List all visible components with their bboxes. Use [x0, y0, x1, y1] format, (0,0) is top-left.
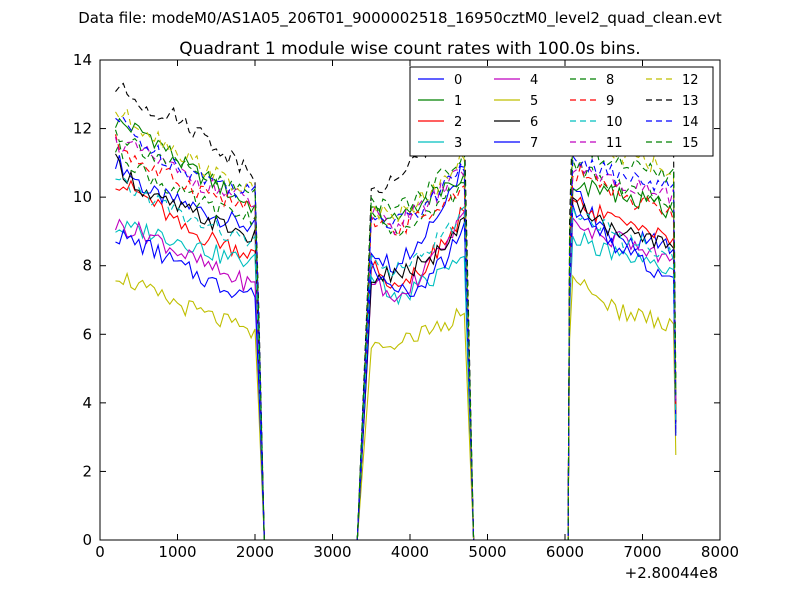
x-tick-label: 7000 — [623, 543, 661, 561]
legend-label: 1 — [454, 94, 462, 109]
legend-box — [409, 66, 714, 157]
chart-title: Quadrant 1 module wise count rates with … — [179, 39, 640, 59]
legend-label: 10 — [606, 115, 623, 130]
legend-label: 3 — [454, 136, 462, 151]
axis-ticks: 0 1000 2000 3000 4000 5000 6000 7000 80000246810… — [73, 51, 739, 561]
y-tick-label: 4 — [82, 394, 92, 412]
x-tick-label: 5000 — [468, 543, 506, 561]
y-tick-label: 8 — [82, 257, 92, 275]
legend-label: 9 — [606, 94, 614, 109]
y-tick-label: 6 — [82, 325, 92, 343]
y-tick-label: 14 — [73, 51, 92, 69]
y-tick-label: 2 — [82, 462, 92, 480]
x-offset-label: +2.80044e8 — [625, 564, 718, 582]
series-line-11 — [114, 136, 677, 541]
x-tick-label: 8000 — [701, 543, 739, 561]
x-tick-label: 4000 — [391, 543, 429, 561]
x-tick-label: 1000 — [158, 543, 196, 561]
y-tick-label: 12 — [73, 120, 92, 138]
legend-label: 7 — [530, 136, 538, 151]
legend-label: 15 — [682, 136, 699, 151]
series-line-5 — [115, 271, 677, 541]
series-layer — [114, 82, 677, 541]
series-line-3 — [115, 220, 677, 541]
series-line-13 — [115, 82, 677, 541]
x-tick-label: 2000 — [236, 543, 274, 561]
data-file-label: Data file: modeM0/AS1A05_206T01_90000025… — [78, 9, 722, 28]
legend-label: 8 — [606, 73, 614, 88]
series-line-15 — [114, 129, 677, 541]
legend-label: 5 — [530, 94, 538, 109]
legend-label: 14 — [682, 115, 699, 130]
series-line-10 — [115, 176, 677, 541]
y-tick-label: 10 — [73, 188, 92, 206]
series-line-7 — [115, 204, 677, 541]
y-tick-label: 0 — [82, 531, 92, 549]
legend-label: 6 — [530, 115, 538, 130]
legend-label: 0 — [454, 73, 462, 88]
series-line-8 — [114, 141, 677, 541]
legend-label: 2 — [454, 115, 462, 130]
series-line-14 — [115, 116, 677, 541]
series-line-2 — [115, 179, 677, 541]
series-line-12 — [115, 107, 677, 541]
series-line-6 — [115, 153, 677, 541]
x-tick-label: 0 — [95, 543, 105, 561]
legend-label: 13 — [682, 94, 699, 109]
x-tick-label: 3000 — [313, 543, 351, 561]
x-tick-label: 6000 — [546, 543, 584, 561]
legend-label: 4 — [530, 73, 538, 88]
legend-label: 12 — [682, 73, 699, 88]
legend-label: 11 — [606, 136, 623, 151]
series-line-4 — [114, 210, 677, 541]
